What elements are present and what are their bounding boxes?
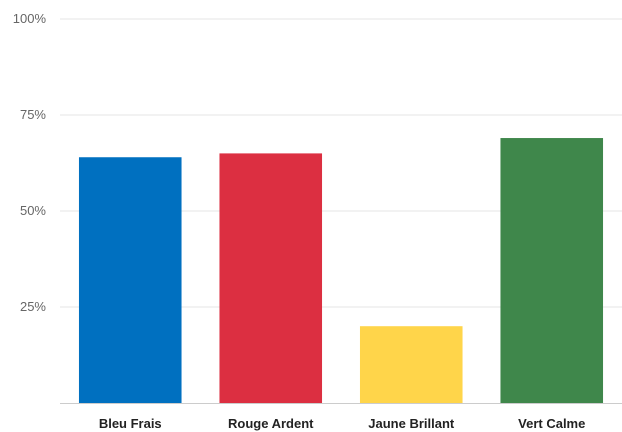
y-tick-label: 25%	[20, 299, 46, 314]
y-tick-label: 75%	[20, 107, 46, 122]
bar-bleu-frais	[78, 157, 182, 403]
x-category-label: Vert Calme	[518, 416, 585, 431]
bar-jaune-brillant	[359, 326, 463, 403]
y-axis-tick-labels: 25% 50% 75% 100%	[13, 11, 47, 314]
y-tick-label: 100%	[13, 11, 47, 26]
x-category-label: Bleu Frais	[99, 416, 162, 431]
bar-rouge-ardent	[219, 153, 323, 403]
bar-vert-calme	[500, 138, 604, 404]
bars	[78, 138, 604, 404]
y-tick-label: 50%	[20, 203, 46, 218]
x-category-label: Rouge Ardent	[228, 416, 314, 431]
x-category-label: Jaune Brillant	[368, 416, 455, 431]
x-axis-category-labels: Bleu Frais Rouge Ardent Jaune Brillant Vert…	[99, 416, 586, 431]
